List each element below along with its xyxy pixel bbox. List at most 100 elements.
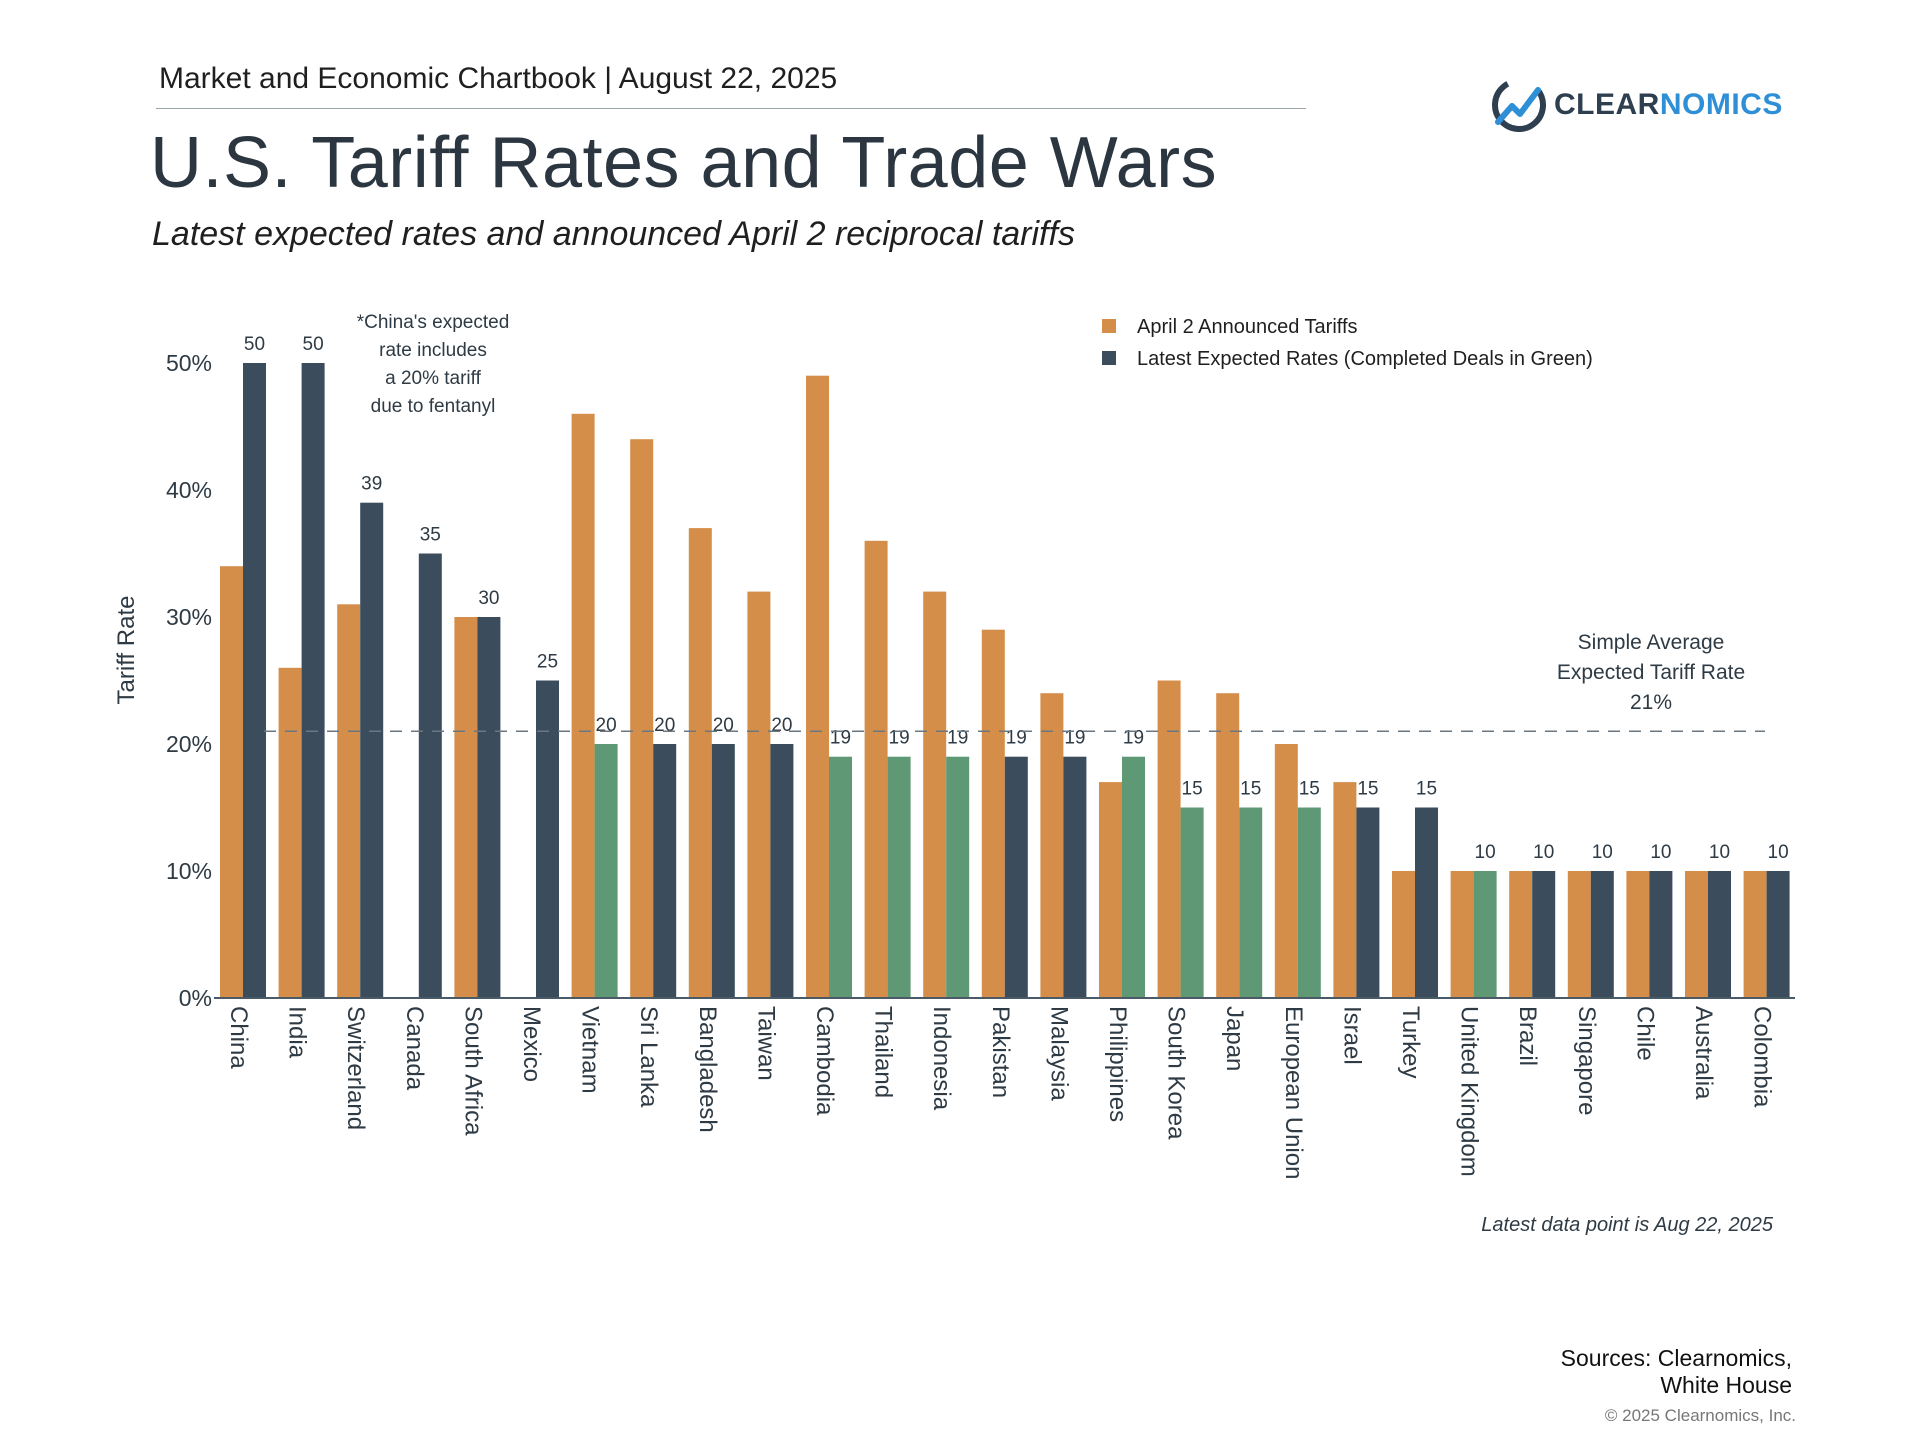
bar-announced-9 [747, 591, 771, 998]
data-label: 25 [537, 652, 558, 673]
bar-expected-9 [770, 744, 794, 998]
header-divider [156, 108, 1306, 109]
data-label: 15 [1357, 779, 1378, 800]
data-label: 15 [1182, 779, 1203, 800]
x-tick-label: Mexico [518, 1006, 545, 1082]
bar-expected-18 [1297, 807, 1321, 998]
bar-expected-12 [946, 756, 970, 998]
data-label: 15 [1240, 779, 1261, 800]
data-label: 19 [830, 728, 851, 749]
x-tick-label: Chile [1631, 1006, 1658, 1061]
bar-expected-20 [1415, 807, 1438, 998]
bar-announced-26 [1743, 871, 1767, 998]
logo-text-nomics: NOMICS [1659, 88, 1783, 121]
bar-expected-21 [1473, 871, 1497, 998]
bar-announced-17 [1216, 693, 1240, 998]
data-label: 10 [1475, 842, 1496, 863]
data-label: 20 [713, 715, 734, 736]
data-label: 15 [1299, 779, 1320, 800]
bar-expected-1 [301, 363, 325, 998]
x-tick-label: Sri Lanka [635, 1006, 662, 1108]
x-tick-label: Brazil [1514, 1006, 1541, 1066]
china-annotation-line: a 20% tariff [385, 368, 481, 389]
bar-announced-20 [1392, 871, 1415, 998]
bar-announced-2 [337, 604, 361, 998]
bar-expected-13 [1004, 756, 1028, 998]
sources: Sources: Clearnomics, White House [1561, 1345, 1792, 1399]
data-label: 30 [478, 588, 499, 609]
legend-label-1: Latest Expected Rates (Completed Deals i… [1137, 348, 1593, 370]
bar-expected-26 [1766, 871, 1790, 998]
y-tick-label: 20% [166, 731, 212, 757]
data-label: 19 [947, 728, 968, 749]
y-tick-label: 50% [166, 350, 212, 376]
clearnomics-logo-icon [1492, 78, 1546, 132]
y-tick-label: 40% [166, 477, 212, 503]
y-axis-label: Tariff Rate [113, 596, 140, 705]
bar-expected-3 [418, 553, 442, 998]
x-tick-label: Bangladesh [694, 1006, 721, 1133]
legend-label-0: April 2 Announced Tariffs [1137, 316, 1358, 338]
bar-announced-19 [1333, 782, 1357, 998]
bar-expected-7 [653, 744, 677, 998]
y-tick-label: 0% [179, 985, 212, 1011]
sources-line-1: Sources: Clearnomics, [1560, 1345, 1792, 1371]
clearnomics-logo: CLEARNOMICS [1490, 72, 1790, 138]
page-title: U.S. Tariff Rates and Trade Wars [150, 123, 1218, 203]
x-tick-label: Canada [401, 1006, 428, 1091]
bar-expected-19 [1356, 807, 1380, 998]
bar-announced-8 [688, 528, 712, 998]
bar-expected-16 [1180, 807, 1204, 998]
x-tick-label: United Kingdom [1456, 1006, 1483, 1177]
bar-expected-15 [1122, 756, 1145, 998]
x-tick-label: Japan [1221, 1006, 1248, 1071]
data-label: 20 [654, 715, 675, 736]
copyright: © 2025 Clearnomics, Inc. [1604, 1406, 1796, 1425]
bar-announced-18 [1274, 744, 1298, 998]
bar-expected-0 [243, 363, 266, 998]
bar-expected-22 [1532, 871, 1556, 998]
x-tick-label: South Africa [459, 1006, 486, 1136]
x-tick-label: European Union [1280, 1006, 1307, 1179]
x-tick-label: Singapore [1573, 1006, 1600, 1115]
bar-announced-13 [981, 629, 1005, 998]
data-label: 10 [1592, 842, 1613, 863]
bar-expected-4 [477, 617, 501, 998]
bar-announced-6 [571, 413, 595, 998]
y-tick-label: 30% [166, 604, 212, 630]
average-label-line: Simple Average [1578, 631, 1725, 654]
sources-line-2: White House [1660, 1372, 1792, 1398]
data-label: 10 [1533, 842, 1554, 863]
bar-expected-10 [829, 756, 852, 998]
bar-announced-16 [1157, 680, 1181, 998]
bar-announced-21 [1450, 871, 1474, 998]
x-tick-label: Pakistan [987, 1006, 1014, 1098]
bar-announced-12 [923, 591, 947, 998]
bar-expected-14 [1063, 756, 1087, 998]
x-tick-label: Vietnam [577, 1006, 604, 1094]
bar-announced-10 [806, 375, 829, 998]
average-label-line: Expected Tariff Rate [1557, 661, 1745, 684]
x-tick-label: Switzerland [342, 1006, 369, 1130]
x-tick-label: Indonesia [928, 1006, 955, 1111]
data-label: 10 [1650, 842, 1671, 863]
legend-swatch-1 [1102, 351, 1116, 365]
x-tick-label: India [284, 1006, 311, 1059]
data-label: 10 [1768, 842, 1789, 863]
x-tick-label: Thailand [870, 1006, 897, 1098]
data-label: 20 [596, 715, 617, 736]
x-tick-label: Cambodia [811, 1006, 838, 1116]
bar-expected-2 [360, 502, 384, 998]
data-label: 20 [771, 715, 792, 736]
x-tick-label: South Korea [1163, 1006, 1190, 1140]
bar-announced-4 [454, 617, 478, 998]
logo-wordmark: CLEARNOMICS [1554, 88, 1783, 122]
x-tick-label: China [225, 1006, 252, 1069]
x-tick-label: Colombia [1749, 1006, 1776, 1108]
data-label: 50 [303, 334, 324, 355]
bar-announced-15 [1099, 782, 1122, 998]
data-label: 10 [1709, 842, 1730, 863]
data-label: 19 [889, 728, 910, 749]
bar-expected-17 [1239, 807, 1263, 998]
